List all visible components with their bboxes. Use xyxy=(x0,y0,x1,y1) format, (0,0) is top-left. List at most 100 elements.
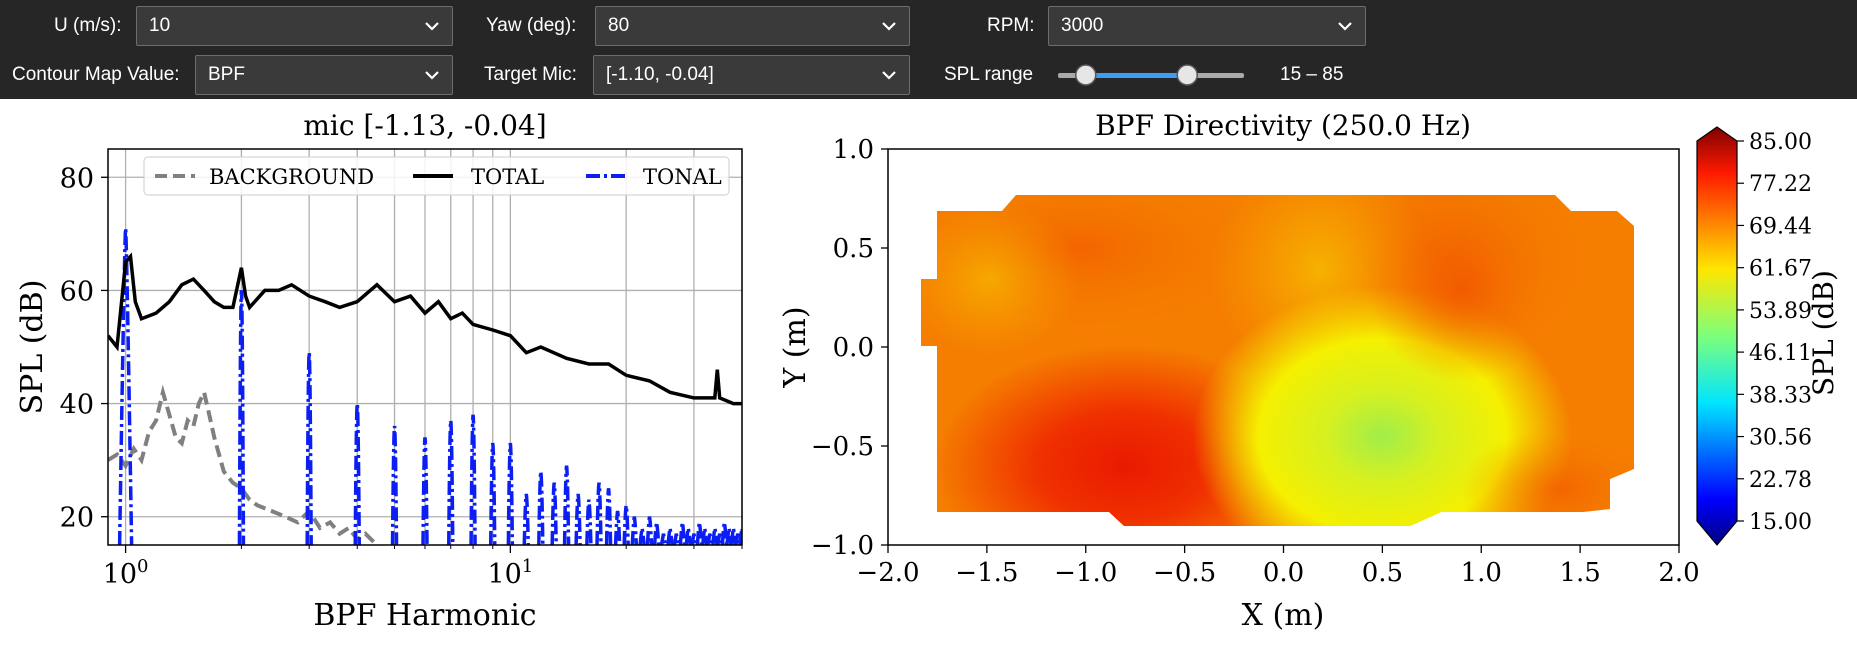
tonal-peak xyxy=(706,533,714,545)
tonal-peak xyxy=(237,290,246,545)
target-mic-value: [-1.10, -0.04] xyxy=(606,64,714,85)
control-bar: U (m/s): 10 Yaw (deg): 80 RPM: 3000 Cont… xyxy=(0,0,1857,99)
tonal-peak xyxy=(585,499,593,545)
contour-upper-right-spot xyxy=(1366,195,1557,383)
colorbar: 85.00 77.22 69.44 61.67 53.89 46.11 38.33 30.56… xyxy=(1696,126,1840,546)
y-tick-label: 0.0 xyxy=(833,333,874,363)
x-tick-label: −1.0 xyxy=(1054,558,1117,588)
tonal-peak xyxy=(305,352,313,545)
slider-high-handle[interactable] xyxy=(1176,64,1198,86)
x-tick-label: −1.5 xyxy=(955,558,1018,588)
rpm-value: 3000 xyxy=(1061,15,1104,36)
colorbar-tick-label: 22.78 xyxy=(1749,468,1812,493)
spl-range-readout: 15 – 85 xyxy=(1280,64,1344,85)
colorbar-ramp xyxy=(1696,126,1738,546)
colorbar-tick-label: 61.67 xyxy=(1749,257,1812,282)
wind-speed-label: U (m/s): xyxy=(54,15,122,36)
yaw-value: 80 xyxy=(608,15,630,36)
x-tick-label: 101 xyxy=(487,556,533,590)
slider-low-handle[interactable] xyxy=(1075,64,1097,86)
tonal-peak xyxy=(353,403,361,545)
series-background-line xyxy=(108,384,379,545)
spl-range-label: SPL range xyxy=(944,64,1034,85)
wind-speed-select[interactable]: 10 xyxy=(136,6,453,46)
contour-value: BPF xyxy=(208,64,245,85)
colorbar-tick-label: 77.22 xyxy=(1749,172,1812,197)
tonal-peak xyxy=(672,533,681,545)
x-tick-label: 2.0 xyxy=(1658,558,1699,588)
tonal-peak xyxy=(595,482,603,545)
directivity-frame xyxy=(887,148,1680,546)
x-tick-label: −2.0 xyxy=(856,558,919,588)
tonal-peak xyxy=(659,533,668,545)
spectrum-legend: BACKGROUND TOTAL TONAL xyxy=(143,156,730,196)
rpm-select[interactable]: 3000 xyxy=(1048,6,1366,46)
series-total-line xyxy=(108,252,742,406)
legend-background-label: BACKGROUND xyxy=(209,165,374,189)
series-tonal-peaks xyxy=(117,227,742,545)
spl-range-slider[interactable] xyxy=(1054,60,1248,90)
tonal-peak xyxy=(695,522,704,545)
spectrum-chart: mic [-1.13, -0.04] 20 40 60 80 100 101 BACKG… xyxy=(15,109,743,633)
directivity-chart: BPF Directivity (250.0 Hz) −2.0 −1.5 −1.0 −… xyxy=(778,109,1840,633)
x-tick-label: −0.5 xyxy=(1153,558,1216,588)
tonal-peak xyxy=(645,516,654,545)
tonal-peak xyxy=(506,442,515,545)
target-mic-select[interactable]: [-1.10, -0.04] xyxy=(593,55,910,95)
tonal-peak xyxy=(604,488,613,545)
y-tick-label: 20 xyxy=(60,503,94,534)
y-tick-label: −0.5 xyxy=(811,432,874,462)
tonal-peak xyxy=(622,505,630,545)
contour-select[interactable]: BPF xyxy=(195,55,453,95)
colorbar-tick-label: 15.00 xyxy=(1749,510,1812,535)
chevron-down-icon xyxy=(1338,22,1352,31)
y-tick-label: 60 xyxy=(60,276,94,307)
tonal-peak xyxy=(720,522,729,545)
yaw-select[interactable]: 80 xyxy=(595,6,910,46)
directivity-y-ticks: 1.0 0.5 0.0 −0.5 −1.0 xyxy=(811,135,888,561)
tonal-peak xyxy=(684,527,693,545)
x-tick-label: 1.5 xyxy=(1559,558,1600,588)
tonal-peak xyxy=(700,527,709,545)
rpm-label: RPM: xyxy=(987,15,1035,36)
tonal-peak xyxy=(390,425,399,545)
contour-label: Contour Map Value: xyxy=(12,64,180,85)
spectrum-frame xyxy=(107,148,743,546)
tonal-peak xyxy=(729,527,738,545)
wind-speed-value: 10 xyxy=(149,15,171,36)
y-tick-label: 40 xyxy=(60,390,94,421)
tonal-peak xyxy=(489,442,497,545)
tonal-peak xyxy=(537,471,545,545)
colorbar-ticks: 85.00 77.22 69.44 61.67 53.89 46.11 38.33 30.56… xyxy=(1737,130,1812,535)
tonal-peak xyxy=(421,437,429,545)
directivity-title: BPF Directivity (250.0 Hz) xyxy=(1095,109,1471,142)
y-tick-label: 80 xyxy=(60,163,94,194)
tonal-peak xyxy=(117,227,134,545)
tonal-peak xyxy=(666,527,674,545)
tonal-peak xyxy=(738,527,742,545)
x-tick-label: 1.0 xyxy=(1461,558,1502,588)
colorbar-tick-label: 46.11 xyxy=(1749,341,1812,366)
tonal-peak xyxy=(678,522,687,545)
tonal-peak xyxy=(522,493,531,545)
spectrum-y-label: SPL (dB) xyxy=(15,280,50,415)
spectrum-x-ticks: 100 101 xyxy=(103,545,743,590)
spectrum-title: mic [-1.13, -0.04] xyxy=(303,109,546,142)
target-mic-label: Target Mic: xyxy=(484,64,577,85)
colorbar-tick-label: 38.33 xyxy=(1749,383,1812,408)
y-tick-label: 0.5 xyxy=(833,234,874,264)
figure-canvas: mic [-1.13, -0.04] 20 40 60 80 100 101 BACKG… xyxy=(0,99,1857,650)
tonal-peak xyxy=(447,420,455,545)
directivity-x-label: X (m) xyxy=(1242,598,1325,633)
tonal-peak xyxy=(711,527,719,545)
x-tick-label: 0.0 xyxy=(1263,558,1304,588)
tonal-peak xyxy=(652,522,661,545)
legend-total-label: TOTAL xyxy=(471,165,544,189)
spectrum-y-ticks: 20 40 60 80 xyxy=(60,163,108,534)
y-tick-label: 1.0 xyxy=(833,135,874,165)
x-tick-label: 100 xyxy=(103,556,149,590)
colorbar-tick-label: 53.89 xyxy=(1749,299,1812,324)
tonal-peak xyxy=(574,493,582,545)
slider-fill xyxy=(1085,73,1188,78)
chevron-down-icon xyxy=(425,22,439,31)
